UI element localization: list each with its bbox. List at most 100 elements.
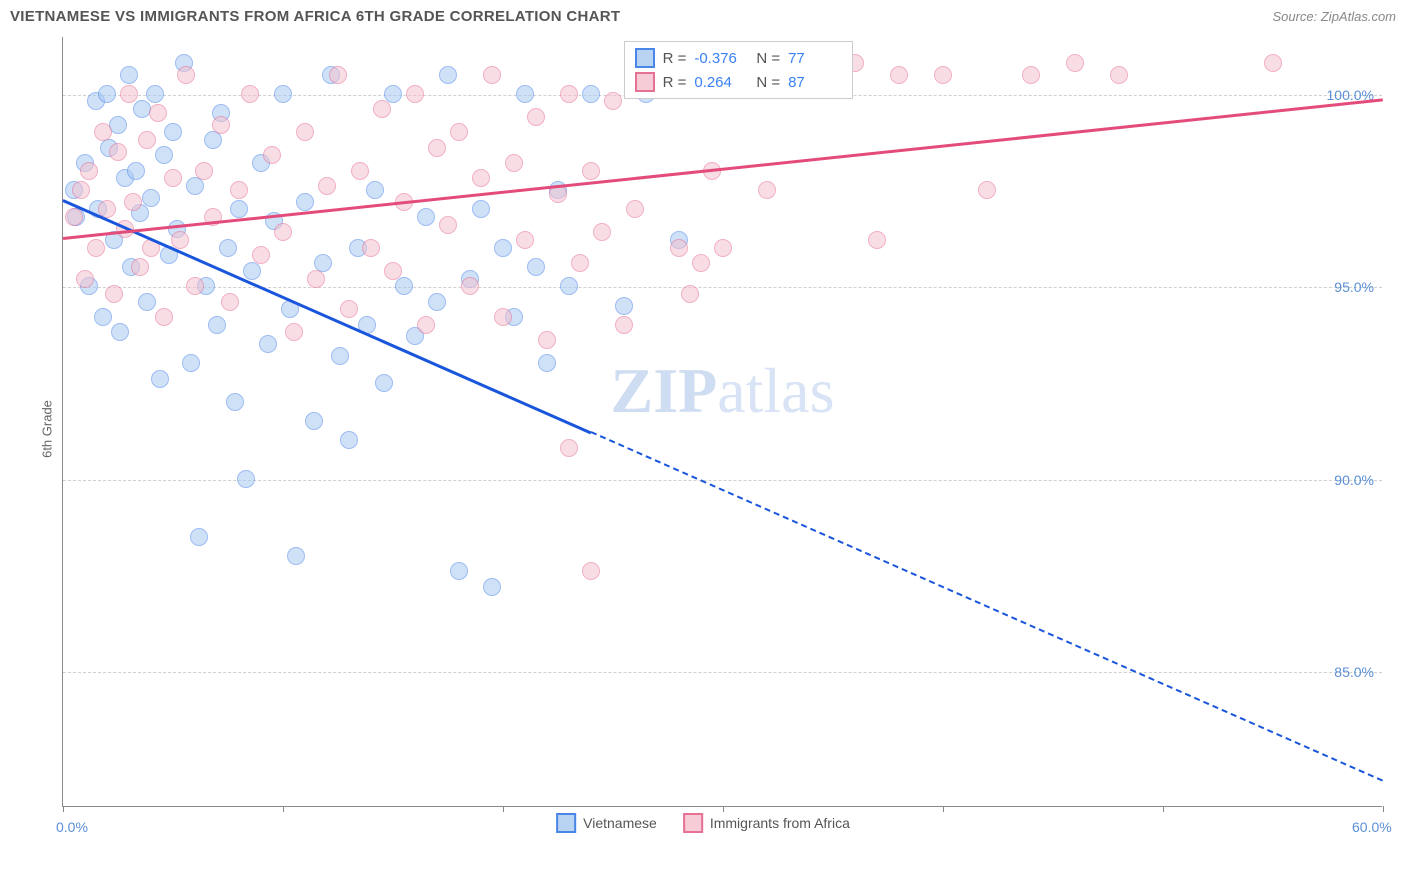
scatter-point — [252, 246, 270, 264]
scatter-point — [538, 354, 556, 372]
r-value: 0.264 — [694, 74, 748, 91]
chart-source: Source: ZipAtlas.com — [1272, 9, 1396, 24]
scatter-point — [1264, 54, 1282, 72]
scatter-point — [131, 258, 149, 276]
scatter-point — [450, 562, 468, 580]
scatter-point — [428, 139, 446, 157]
scatter-point — [417, 208, 435, 226]
scatter-point — [307, 270, 325, 288]
scatter-point — [461, 277, 479, 295]
scatter-point — [571, 254, 589, 272]
scatter-point — [692, 254, 710, 272]
scatter-point — [527, 108, 545, 126]
scatter-point — [527, 258, 545, 276]
scatter-point — [230, 181, 248, 199]
scatter-point — [109, 143, 127, 161]
scatter-point — [538, 331, 556, 349]
scatter-point — [274, 223, 292, 241]
scatter-point — [138, 131, 156, 149]
scatter-point — [230, 200, 248, 218]
legend-label: Immigrants from Africa — [710, 815, 850, 831]
scatter-point — [65, 208, 83, 226]
scatter-point — [208, 316, 226, 334]
scatter-point — [582, 85, 600, 103]
r-label: R = — [663, 74, 687, 91]
scatter-point — [450, 123, 468, 141]
scatter-point — [98, 85, 116, 103]
scatter-point — [375, 374, 393, 392]
legend-swatch — [683, 813, 703, 833]
scatter-point — [318, 177, 336, 195]
legend-stats-row: R =-0.376N =77 — [635, 46, 843, 70]
scatter-point — [142, 189, 160, 207]
scatter-point — [483, 66, 501, 84]
plot-area: ZIPatlas 85.0%90.0%95.0%100.0%R =-0.376N… — [62, 37, 1382, 807]
scatter-point — [305, 412, 323, 430]
scatter-point — [212, 116, 230, 134]
scatter-point — [615, 316, 633, 334]
bottom-legend: VietnameseImmigrants from Africa — [556, 813, 850, 833]
scatter-point — [868, 231, 886, 249]
scatter-point — [505, 154, 523, 172]
scatter-point — [120, 66, 138, 84]
scatter-point — [226, 393, 244, 411]
scatter-point — [285, 323, 303, 341]
n-value: 77 — [788, 50, 842, 67]
scatter-point — [87, 239, 105, 257]
scatter-point — [241, 85, 259, 103]
x-tick-label: 60.0% — [1352, 819, 1392, 835]
scatter-point — [124, 193, 142, 211]
scatter-point — [1066, 54, 1084, 72]
scatter-point — [94, 308, 112, 326]
scatter-point — [439, 216, 457, 234]
scatter-point — [221, 293, 239, 311]
y-tick-label: 90.0% — [1334, 472, 1374, 488]
scatter-point — [274, 85, 292, 103]
scatter-point — [138, 293, 156, 311]
scatter-point — [417, 316, 435, 334]
scatter-point — [615, 297, 633, 315]
scatter-point — [560, 277, 578, 295]
scatter-point — [428, 293, 446, 311]
scatter-point — [1110, 66, 1128, 84]
scatter-point — [296, 193, 314, 211]
x-tick — [723, 806, 724, 812]
scatter-point — [934, 66, 952, 84]
scatter-point — [177, 66, 195, 84]
legend-item: Immigrants from Africa — [683, 813, 850, 833]
trend-line-dashed — [591, 431, 1384, 782]
scatter-point — [263, 146, 281, 164]
scatter-point — [681, 285, 699, 303]
scatter-point — [186, 277, 204, 295]
n-label: N = — [756, 74, 780, 91]
scatter-point — [406, 85, 424, 103]
scatter-point — [190, 528, 208, 546]
x-tick — [943, 806, 944, 812]
scatter-point — [758, 181, 776, 199]
scatter-point — [384, 85, 402, 103]
y-axis-label: 6th Grade — [39, 400, 54, 458]
scatter-point — [494, 308, 512, 326]
scatter-point — [978, 181, 996, 199]
scatter-point — [111, 323, 129, 341]
scatter-point — [714, 239, 732, 257]
scatter-point — [259, 335, 277, 353]
scatter-point — [560, 85, 578, 103]
scatter-point — [604, 92, 622, 110]
x-tick — [283, 806, 284, 812]
scatter-point — [439, 66, 457, 84]
scatter-point — [287, 547, 305, 565]
scatter-point — [472, 200, 490, 218]
scatter-point — [890, 66, 908, 84]
scatter-point — [146, 85, 164, 103]
gridline — [63, 480, 1382, 481]
scatter-point — [120, 85, 138, 103]
scatter-point — [164, 169, 182, 187]
scatter-point — [366, 181, 384, 199]
scatter-point — [76, 270, 94, 288]
legend-swatch — [635, 72, 655, 92]
watermark: ZIPatlas — [611, 354, 835, 428]
scatter-point — [237, 470, 255, 488]
scatter-point — [483, 578, 501, 596]
scatter-point — [384, 262, 402, 280]
